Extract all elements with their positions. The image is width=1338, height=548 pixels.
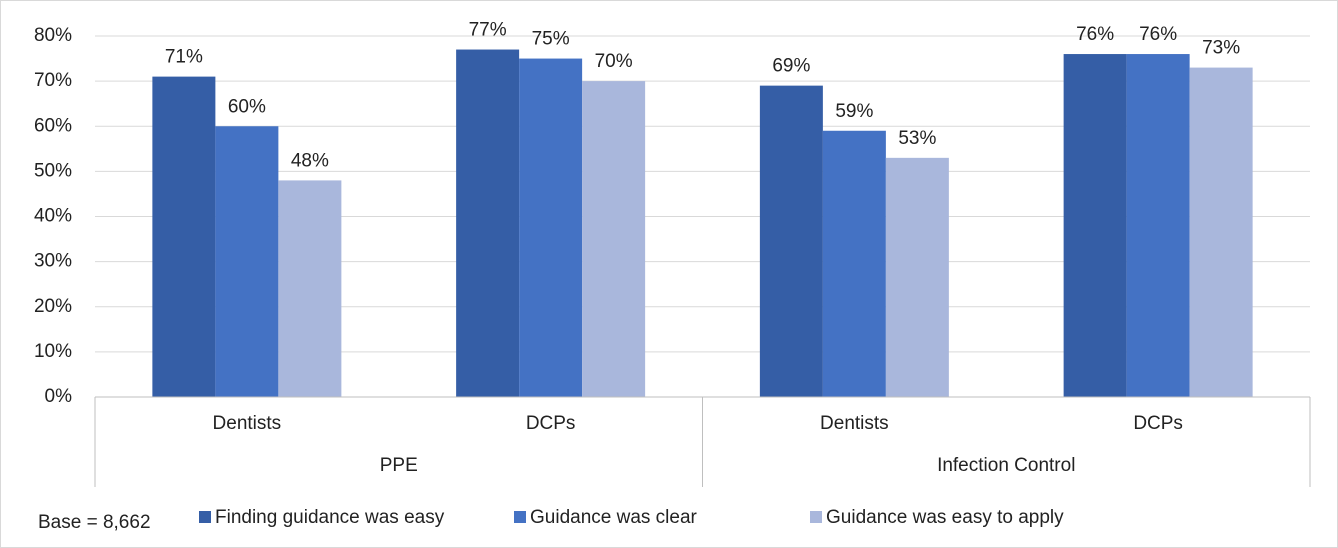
data-label: 75% <box>532 29 570 50</box>
group-label: Infection Control <box>937 455 1075 476</box>
bar <box>1189 67 1253 398</box>
legend-swatch <box>514 511 526 523</box>
group-label: PPE <box>380 455 418 476</box>
data-label: 76% <box>1076 24 1114 45</box>
data-label: 69% <box>772 56 810 77</box>
legend-label: Guidance was clear <box>530 507 698 528</box>
legend-swatch <box>810 511 822 523</box>
bar <box>519 58 583 397</box>
y-tick-label: 50% <box>34 160 72 181</box>
y-tick-label: 70% <box>34 70 72 91</box>
bar <box>759 85 823 397</box>
x-tick-label: Dentists <box>213 413 282 434</box>
y-tick-label: 10% <box>34 341 72 362</box>
bar <box>152 76 216 398</box>
bar <box>582 81 646 397</box>
legend-label: Guidance was easy to apply <box>826 507 1064 528</box>
y-tick-label: 20% <box>34 296 72 317</box>
bar <box>215 126 279 397</box>
data-label: 73% <box>1202 38 1240 59</box>
data-label: 71% <box>165 47 203 68</box>
legend-swatch <box>199 511 211 523</box>
x-tick-label: DCPs <box>1133 413 1183 434</box>
bar <box>1126 54 1190 398</box>
note: Base = 8,662 <box>38 512 151 533</box>
data-label: 60% <box>228 96 266 117</box>
data-label: 77% <box>469 20 507 41</box>
legend-label: Finding guidance was easy <box>215 507 445 528</box>
y-tick-label: 40% <box>34 206 72 227</box>
data-label: 53% <box>898 128 936 149</box>
bar <box>885 157 949 397</box>
data-label: 76% <box>1139 24 1177 45</box>
data-label: 59% <box>835 101 873 122</box>
bar <box>278 180 342 397</box>
data-label: 48% <box>291 150 329 171</box>
x-tick-label: Dentists <box>820 413 889 434</box>
data-label: 70% <box>595 51 633 72</box>
bar <box>822 130 886 397</box>
y-tick-label: 80% <box>34 25 72 46</box>
y-tick-label: 0% <box>45 386 73 407</box>
y-tick-label: 30% <box>34 251 72 272</box>
bar <box>456 49 520 397</box>
x-tick-label: DCPs <box>526 413 576 434</box>
y-tick-label: 60% <box>34 115 72 136</box>
bar <box>1063 54 1127 398</box>
